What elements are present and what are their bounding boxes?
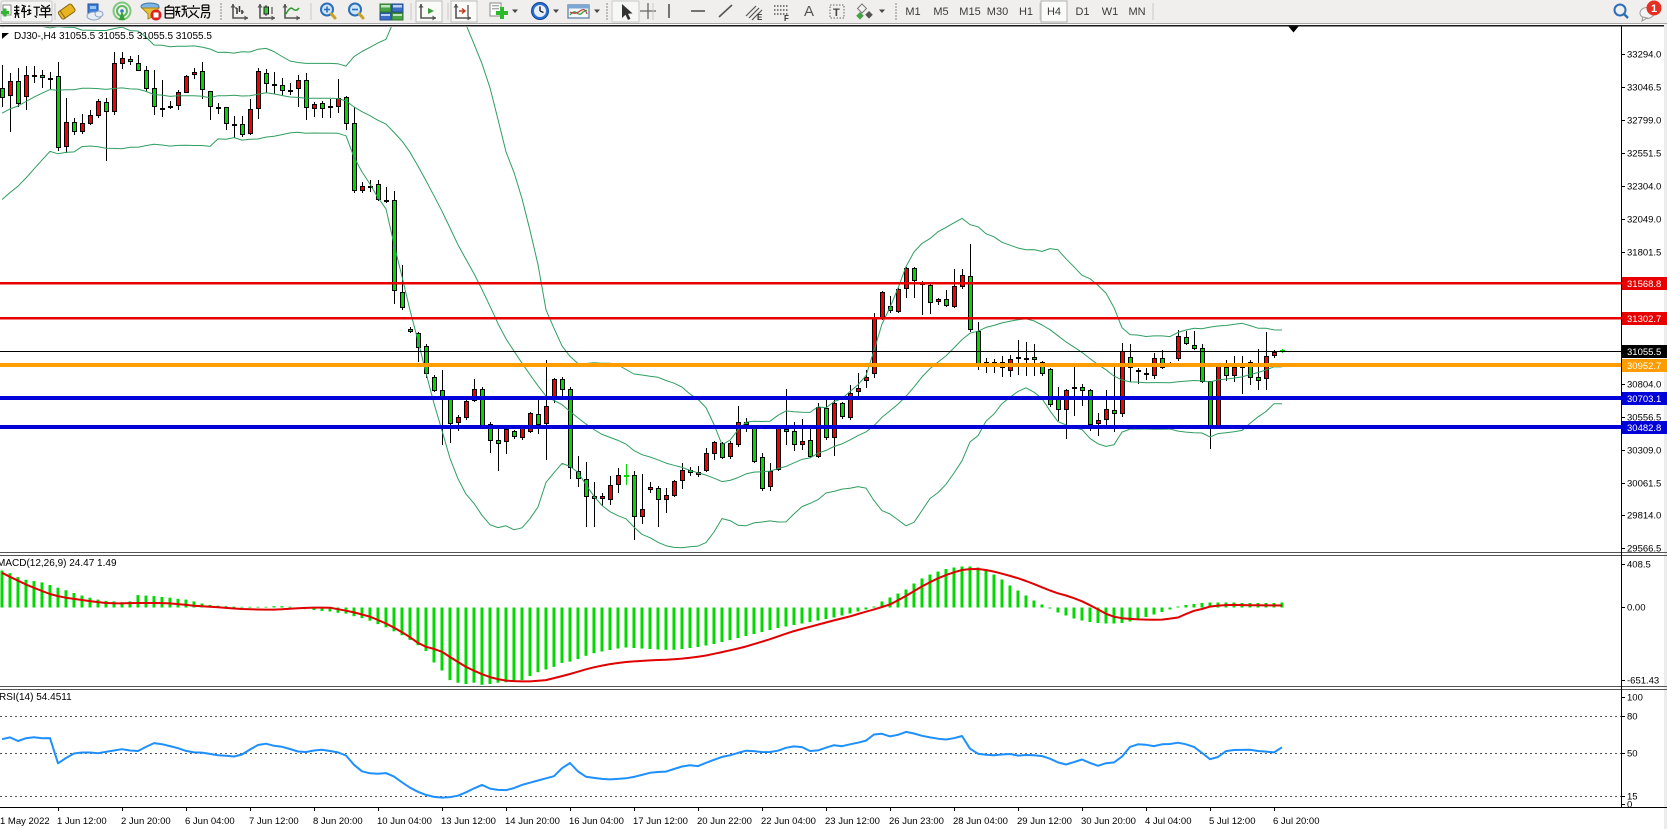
svg-text:0: 0	[1627, 800, 1632, 811]
svg-text:8 Jun 20:00: 8 Jun 20:00	[313, 816, 363, 827]
svg-text:30556.5: 30556.5	[1627, 413, 1661, 424]
svg-text:30804.0: 30804.0	[1627, 380, 1661, 391]
svg-text:H4: H4	[1047, 6, 1061, 18]
svg-text:29814.0: 29814.0	[1627, 511, 1661, 522]
svg-text:5 Jul 12:00: 5 Jul 12:00	[1209, 816, 1255, 827]
svg-text:RSI(14) 54.4511: RSI(14) 54.4511	[0, 692, 72, 703]
svg-text:M30: M30	[987, 6, 1008, 18]
svg-text:M15: M15	[959, 6, 980, 18]
svg-text:31801.5: 31801.5	[1627, 248, 1661, 259]
svg-text:M1: M1	[905, 6, 920, 18]
svg-text:7 Jun 12:00: 7 Jun 12:00	[249, 816, 299, 827]
svg-text:28 Jun 04:00: 28 Jun 04:00	[953, 816, 1008, 827]
svg-text:1 May 2022: 1 May 2022	[0, 816, 50, 827]
svg-text:M5: M5	[933, 6, 948, 18]
svg-text:31568.8: 31568.8	[1627, 279, 1661, 290]
svg-text:23 Jun 12:00: 23 Jun 12:00	[825, 816, 880, 827]
svg-text:D1: D1	[1075, 6, 1089, 18]
svg-text:F: F	[784, 14, 789, 23]
svg-text:4 Jul 04:00: 4 Jul 04:00	[1145, 816, 1191, 827]
svg-text:31302.7: 31302.7	[1627, 314, 1661, 325]
svg-text:MN: MN	[1128, 6, 1145, 18]
svg-text:-651.43: -651.43	[1627, 676, 1659, 687]
svg-text:32799.0: 32799.0	[1627, 116, 1661, 127]
svg-text:10 Jun 04:00: 10 Jun 04:00	[377, 816, 432, 827]
svg-text:A: A	[804, 3, 814, 20]
svg-text:30482.8: 30482.8	[1627, 423, 1661, 434]
svg-text:6 Jun 04:00: 6 Jun 04:00	[185, 816, 235, 827]
svg-text:32304.0: 32304.0	[1627, 182, 1661, 193]
svg-text:E: E	[757, 13, 763, 22]
svg-text:14 Jun 20:00: 14 Jun 20:00	[505, 816, 560, 827]
svg-text:31055.5: 31055.5	[1627, 347, 1661, 358]
svg-text:100: 100	[1627, 693, 1643, 704]
svg-text:33046.5: 33046.5	[1627, 83, 1661, 94]
svg-text:17 Jun 12:00: 17 Jun 12:00	[633, 816, 688, 827]
svg-text:29566.5: 29566.5	[1627, 544, 1661, 555]
svg-text:80: 80	[1627, 712, 1638, 723]
svg-text:30309.0: 30309.0	[1627, 446, 1661, 457]
svg-text:26 Jun 23:00: 26 Jun 23:00	[889, 816, 944, 827]
svg-text:MACD(12,26,9) 24.47 1.49: MACD(12,26,9) 24.47 1.49	[0, 558, 117, 569]
svg-text:29 Jun 12:00: 29 Jun 12:00	[1017, 816, 1072, 827]
svg-text:32551.5: 32551.5	[1627, 149, 1661, 160]
svg-text:30952.7: 30952.7	[1627, 361, 1661, 372]
svg-text:2 Jun 20:00: 2 Jun 20:00	[121, 816, 171, 827]
svg-text:6 Jul 20:00: 6 Jul 20:00	[1273, 816, 1319, 827]
svg-text:30061.5: 30061.5	[1627, 479, 1661, 490]
svg-text:T: T	[833, 7, 840, 19]
svg-text:408.5: 408.5	[1627, 560, 1651, 571]
svg-text:W1: W1	[1102, 6, 1119, 18]
svg-text:16 Jun 04:00: 16 Jun 04:00	[569, 816, 624, 827]
svg-text:50: 50	[1627, 749, 1638, 760]
svg-text:H1: H1	[1019, 6, 1033, 18]
svg-text:13 Jun 12:00: 13 Jun 12:00	[441, 816, 496, 827]
svg-text:1 Jun 12:00: 1 Jun 12:00	[57, 816, 107, 827]
svg-text:15: 15	[1627, 792, 1638, 803]
svg-text:30703.1: 30703.1	[1627, 394, 1661, 405]
svg-text:32049.0: 32049.0	[1627, 215, 1661, 226]
svg-text:1: 1	[1651, 3, 1657, 15]
svg-text:0.00: 0.00	[1627, 603, 1646, 614]
svg-text:22 Jun 04:00: 22 Jun 04:00	[761, 816, 816, 827]
svg-text:33294.0: 33294.0	[1627, 50, 1661, 61]
svg-text:30 Jun 20:00: 30 Jun 20:00	[1081, 816, 1136, 827]
svg-text:DJ30-,H4 31055.5 31055.5 3105: DJ30-,H4 31055.5 31055.5 31055.5 31055.5	[14, 31, 212, 42]
svg-text:20 Jun 22:00: 20 Jun 22:00	[697, 816, 752, 827]
